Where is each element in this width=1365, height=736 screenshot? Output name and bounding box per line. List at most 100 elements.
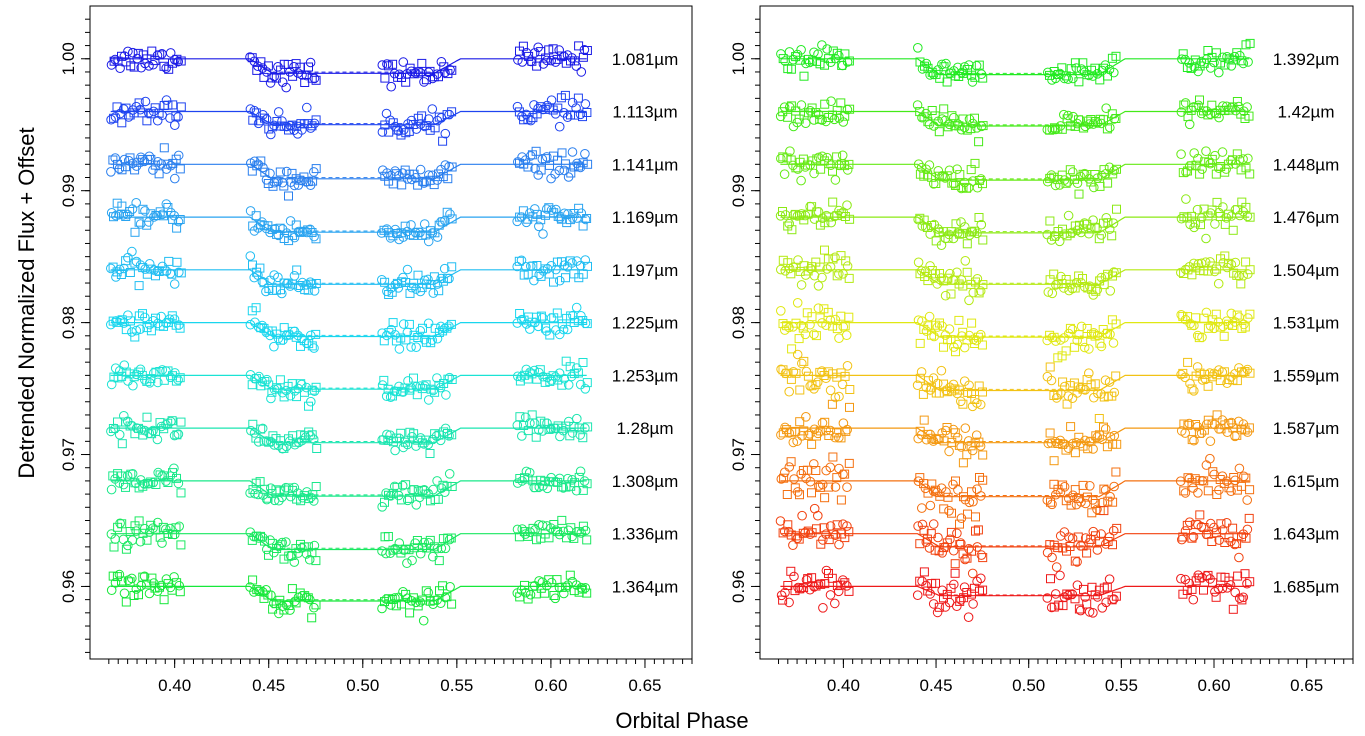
- data-point-square: [126, 316, 135, 326]
- data-point-circle: [1092, 504, 1102, 515]
- data-point-square: [841, 426, 851, 436]
- y-axis-title: Detrended Normalized Flux + Offset: [14, 127, 39, 478]
- data-point-square: [974, 137, 984, 147]
- data-point-square: [311, 600, 321, 610]
- data-point-circle: [975, 399, 986, 410]
- data-point-circle: [399, 545, 409, 555]
- data-point-circle: [1108, 218, 1119, 228]
- data-point-square: [536, 102, 546, 112]
- data-point-circle: [944, 165, 955, 176]
- data-point-circle: [949, 112, 959, 123]
- data-point-circle: [546, 55, 557, 66]
- data-point-circle: [277, 77, 288, 87]
- data-point-square: [795, 385, 805, 395]
- data-point-square: [380, 73, 390, 83]
- data-point-square: [795, 55, 805, 65]
- data-point-square: [172, 223, 182, 233]
- data-point-circle: [542, 483, 553, 494]
- data-point-square: [950, 559, 960, 569]
- data-point-circle: [576, 311, 586, 321]
- data-point-square: [176, 488, 186, 498]
- data-point-square: [553, 103, 563, 113]
- data-point-square: [311, 482, 321, 491]
- data-point-circle: [579, 476, 590, 486]
- data-point-circle: [829, 114, 840, 125]
- data-point-square: [1187, 384, 1197, 394]
- data-point-square: [975, 586, 984, 596]
- data-point-square: [923, 488, 933, 498]
- data-point-circle: [1067, 533, 1078, 544]
- data-point-square: [523, 162, 533, 172]
- data-point-circle: [377, 60, 388, 70]
- data-point-circle: [139, 156, 150, 167]
- data-point-circle: [830, 252, 840, 263]
- data-point-square: [811, 466, 821, 475]
- data-point-circle: [576, 67, 587, 77]
- data-point-circle: [148, 523, 158, 534]
- data-point-circle: [834, 269, 844, 279]
- model-line: [780, 216, 1250, 234]
- data-point-circle: [784, 47, 795, 57]
- data-point-circle: [801, 366, 812, 377]
- data-point-square: [828, 321, 838, 331]
- data-point-circle: [563, 380, 574, 390]
- data-point-square: [284, 191, 293, 201]
- data-point-circle: [830, 432, 840, 443]
- data-point-circle: [830, 530, 841, 541]
- data-point-square: [400, 221, 410, 231]
- series-label: 1.28µm: [616, 419, 673, 438]
- data-point-square: [1066, 500, 1076, 510]
- series: 1.587µm: [776, 399, 1339, 468]
- data-point-square: [1045, 216, 1055, 226]
- data-point-square: [1186, 105, 1196, 115]
- data-point-circle: [937, 548, 948, 558]
- data-point-square: [1112, 523, 1122, 533]
- data-point-circle: [265, 227, 275, 238]
- series: 1.685µm: [776, 565, 1339, 623]
- data-point-square: [438, 581, 448, 591]
- data-point-circle: [415, 326, 426, 336]
- data-point-circle: [517, 431, 527, 441]
- data-point-circle: [521, 262, 531, 272]
- data-point-circle: [257, 423, 268, 434]
- data-point-circle: [309, 343, 319, 353]
- data-point-square: [125, 207, 135, 216]
- data-point-circle: [1192, 330, 1203, 341]
- data-point-square: [820, 99, 830, 109]
- data-point-circle: [792, 436, 802, 447]
- data-point-circle: [249, 105, 260, 116]
- data-point-circle: [144, 588, 155, 599]
- data-point-square: [447, 482, 457, 491]
- data-point-square: [175, 215, 185, 224]
- data-point-circle: [1054, 236, 1065, 247]
- data-point-square: [1237, 595, 1247, 605]
- data-point-circle: [123, 46, 133, 57]
- data-point-square: [288, 71, 298, 81]
- data-point-square: [582, 319, 592, 329]
- data-point-square: [1111, 591, 1121, 601]
- data-point-circle: [1105, 122, 1115, 133]
- data-point-square: [1082, 492, 1092, 502]
- series: 1.081µm: [106, 41, 678, 93]
- data-point-circle: [512, 524, 523, 535]
- data-point-square: [1203, 486, 1213, 496]
- data-point-square: [582, 378, 592, 388]
- data-point-circle: [1096, 272, 1107, 283]
- data-point-circle: [1238, 592, 1249, 603]
- data-point-square: [836, 433, 846, 443]
- data-point-circle: [301, 382, 312, 393]
- data-point-circle: [165, 523, 175, 534]
- data-point-square: [943, 273, 953, 283]
- data-point-circle: [830, 598, 840, 609]
- data-point-circle: [940, 290, 951, 301]
- data-point-square: [939, 504, 949, 514]
- data-point-circle: [152, 517, 163, 528]
- data-point-circle: [1184, 517, 1195, 528]
- data-point-circle: [948, 479, 958, 490]
- data-point-square: [803, 371, 813, 381]
- data-point-square: [1087, 582, 1097, 592]
- data-point-circle: [563, 416, 574, 427]
- data-point-square: [1236, 279, 1246, 289]
- data-point-circle: [558, 425, 569, 436]
- data-point-square: [129, 62, 139, 72]
